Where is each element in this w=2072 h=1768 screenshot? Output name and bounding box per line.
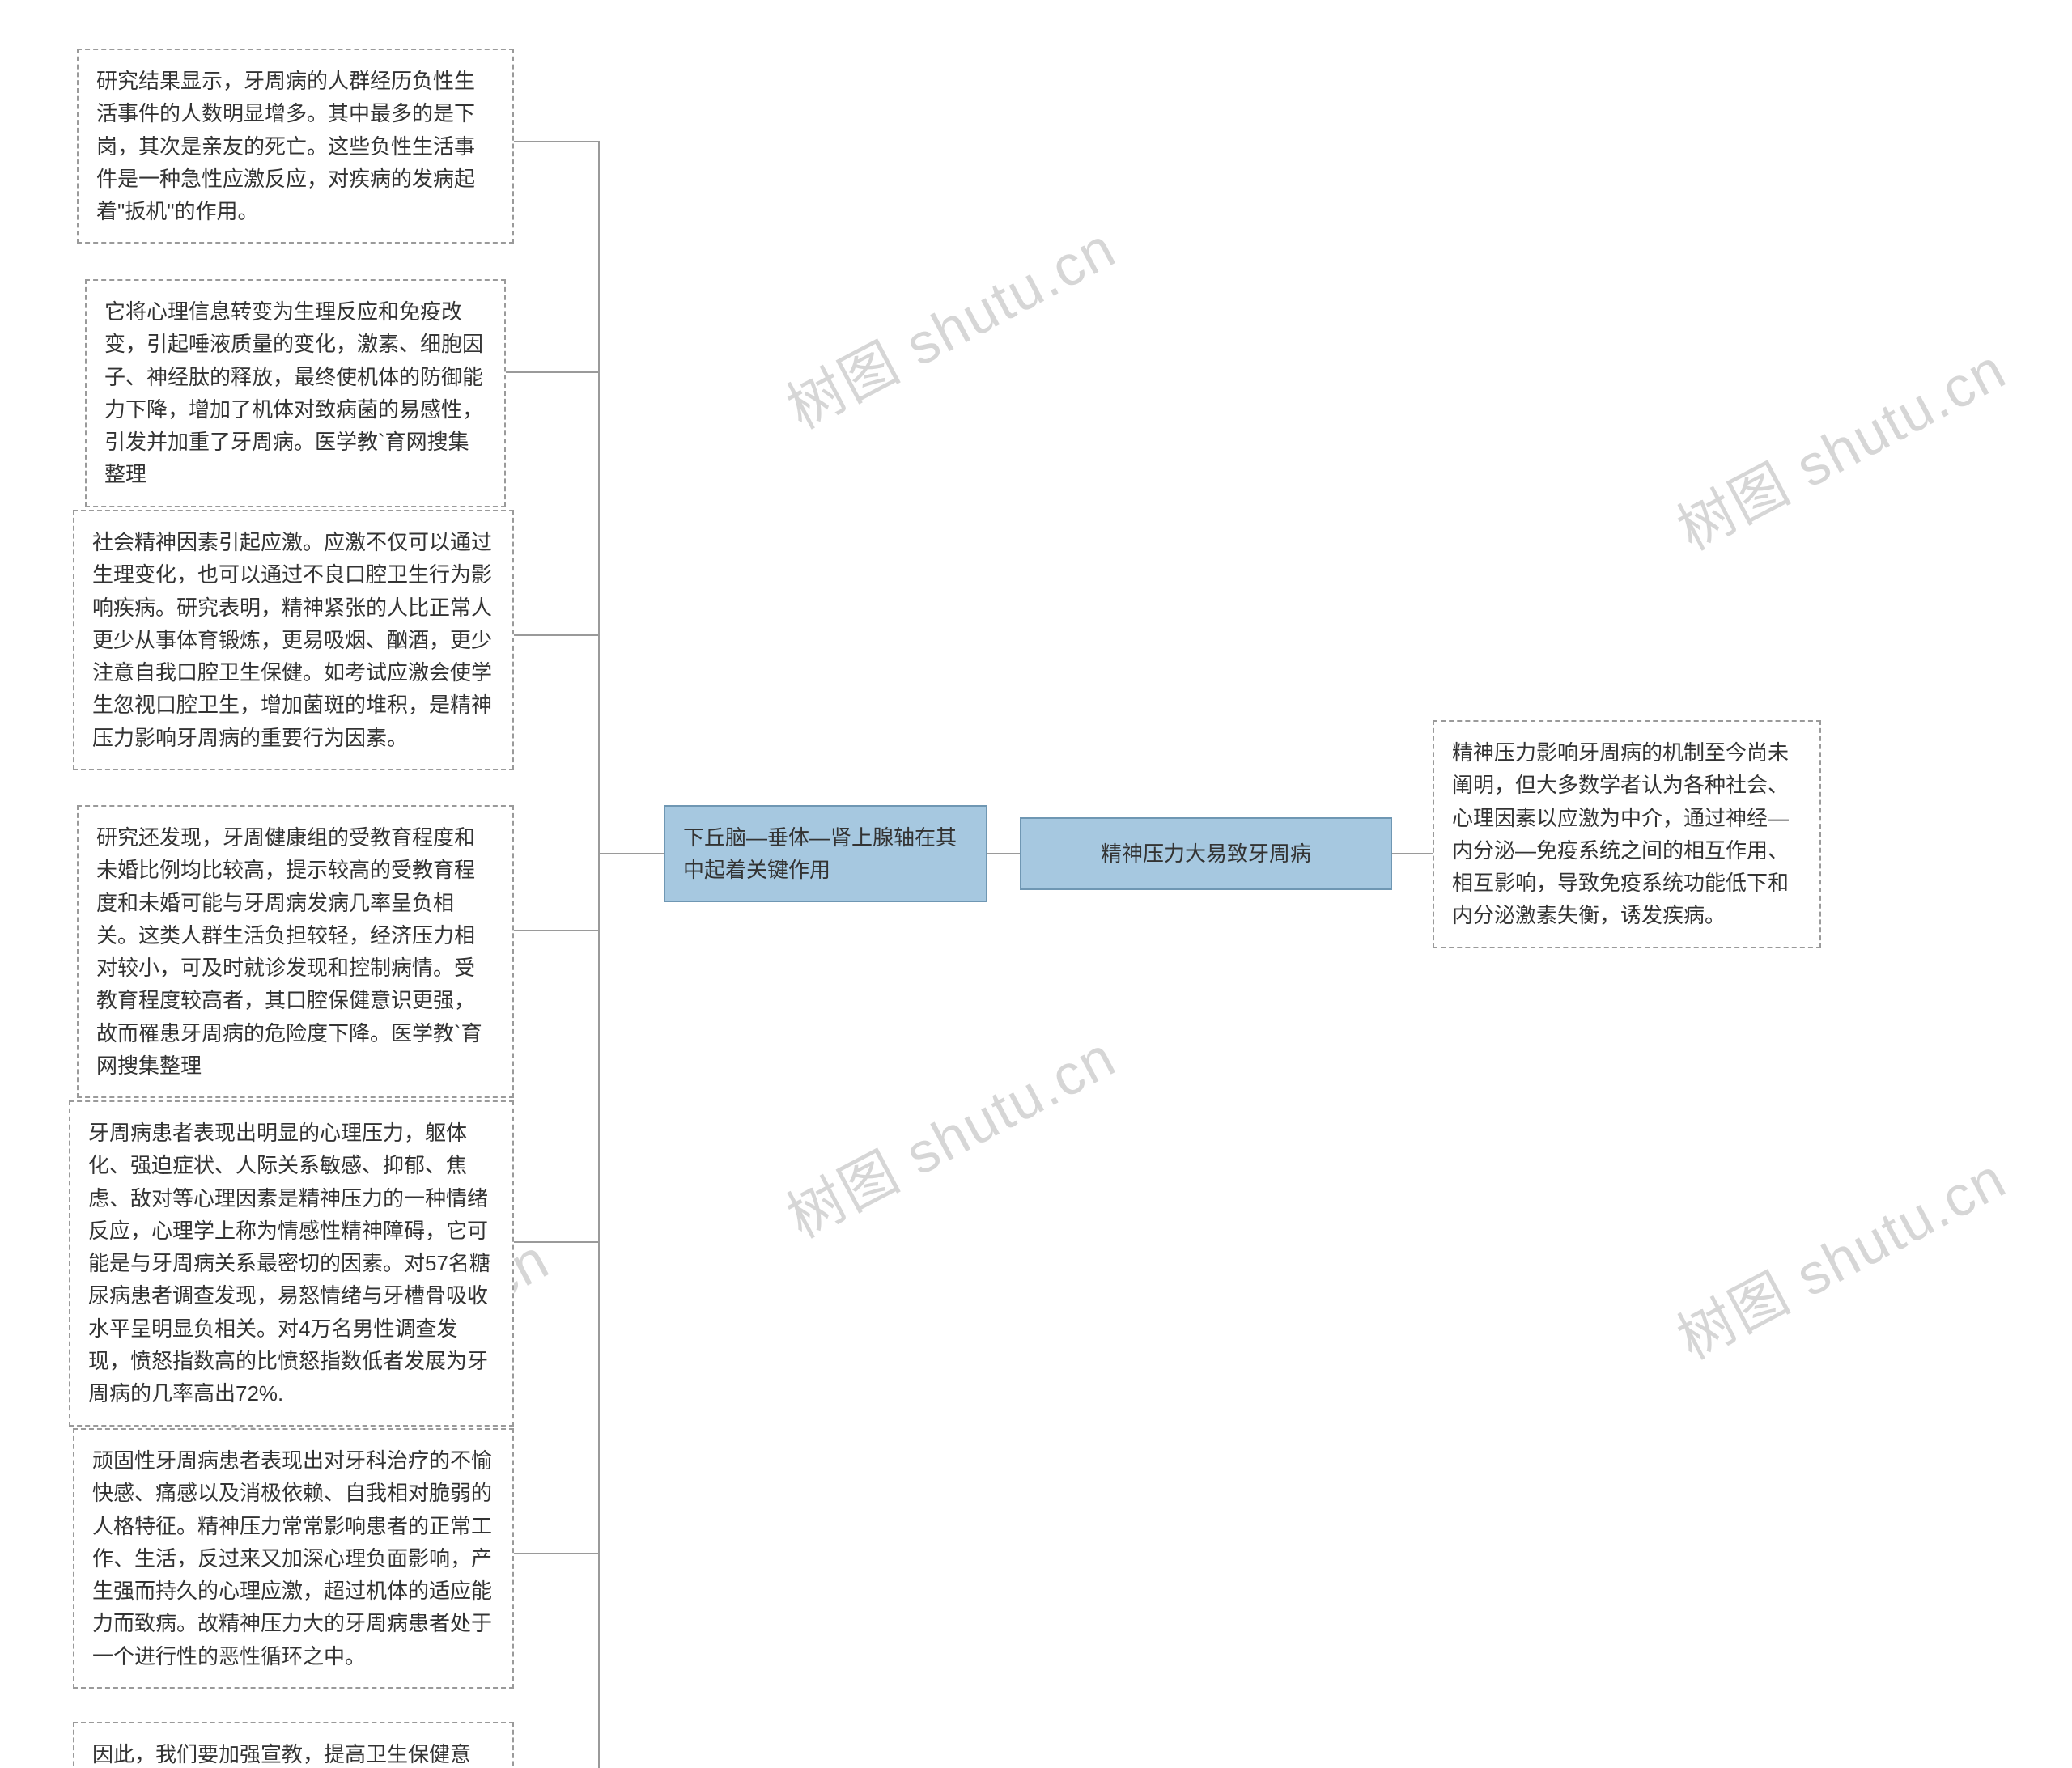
connector [514,635,664,854]
leaf-node[interactable]: 牙周病患者表现出明显的心理压力，躯体化、强迫症状、人际关系敏感、抑郁、焦虑、敌对… [69,1100,514,1427]
watermark: 树图 shutu.cn [1661,1134,2018,1376]
leaf-node[interactable]: 它将心理信息转变为生理反应和免疫改变，引起唾液质量的变化，激素、细胞因子、神经肽… [85,279,506,507]
root-node[interactable]: 精神压力大易致牙周病 [1020,817,1392,890]
mindmap-canvas: 树图 shutu.cn 树图 shutu.cn 树图 shutu.cn 树图 s… [0,0,2072,1768]
branch-node-right[interactable]: 精神压力影响牙周病的机制至今尚未阐明，但大多数学者认为各种社会、心理因素以应激为… [1433,720,1821,948]
leaf-node[interactable]: 研究结果显示，牙周病的人群经历负性生活事件的人数明显增多。其中最多的是下岗，其次… [77,49,514,244]
connector [514,854,664,931]
branch-node-left[interactable]: 下丘脑—垂体—肾上腺轴在其中起着关键作用 [664,805,987,902]
connector [514,854,664,1242]
leaf-node[interactable]: 因此，我们要加强宣教，提高卫生保健意识，疏导患者的心理压力。减少牙周病对人类牙齿… [73,1722,514,1768]
connector [506,372,664,854]
connector [514,854,664,1554]
connector [514,142,664,854]
watermark: 树图 shutu.cn [771,1012,1127,1254]
watermark: 树图 shutu.cn [771,203,1127,445]
connector [514,854,664,1768]
leaf-node[interactable]: 社会精神因素引起应激。应激不仅可以通过生理变化，也可以通过不良口腔卫生行为影响疾… [73,510,514,770]
watermark: 树图 shutu.cn [1661,324,2018,566]
leaf-node[interactable]: 顽固性牙周病患者表现出对牙科治疗的不愉快感、痛感以及消极依赖、自我相对脆弱的人格… [73,1428,514,1689]
leaf-node[interactable]: 研究还发现，牙周健康组的受教育程度和未婚比例均比较高，提示较高的受教育程度和未婚… [77,805,514,1098]
